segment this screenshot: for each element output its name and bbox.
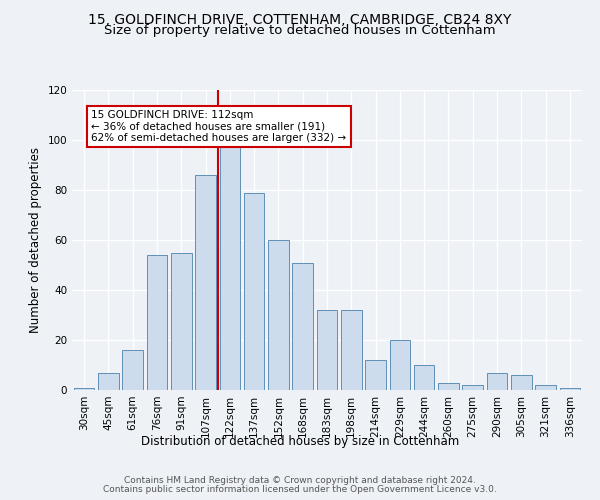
Bar xyxy=(341,310,362,390)
Bar xyxy=(365,360,386,390)
Y-axis label: Number of detached properties: Number of detached properties xyxy=(29,147,42,333)
Text: 15, GOLDFINCH DRIVE, COTTENHAM, CAMBRIDGE, CB24 8XY: 15, GOLDFINCH DRIVE, COTTENHAM, CAMBRIDG… xyxy=(88,12,512,26)
Bar xyxy=(220,145,240,390)
Text: Contains HM Land Registry data © Crown copyright and database right 2024.: Contains HM Land Registry data © Crown c… xyxy=(124,476,476,485)
Text: Distribution of detached houses by size in Cottenham: Distribution of detached houses by size … xyxy=(141,435,459,448)
Bar xyxy=(560,388,580,390)
Bar xyxy=(389,340,410,390)
Bar xyxy=(438,382,459,390)
Bar xyxy=(98,372,119,390)
Bar xyxy=(292,262,313,390)
Bar xyxy=(74,388,94,390)
Bar xyxy=(487,372,508,390)
Bar xyxy=(122,350,143,390)
Bar xyxy=(244,192,265,390)
Text: 15 GOLDFINCH DRIVE: 112sqm
← 36% of detached houses are smaller (191)
62% of sem: 15 GOLDFINCH DRIVE: 112sqm ← 36% of deta… xyxy=(91,110,347,143)
Bar xyxy=(414,365,434,390)
Text: Contains public sector information licensed under the Open Government Licence v3: Contains public sector information licen… xyxy=(103,485,497,494)
Bar xyxy=(268,240,289,390)
Bar xyxy=(317,310,337,390)
Bar xyxy=(463,385,483,390)
Text: Size of property relative to detached houses in Cottenham: Size of property relative to detached ho… xyxy=(104,24,496,37)
Bar xyxy=(511,375,532,390)
Bar xyxy=(171,252,191,390)
Bar xyxy=(146,255,167,390)
Bar xyxy=(195,175,216,390)
Bar xyxy=(535,385,556,390)
